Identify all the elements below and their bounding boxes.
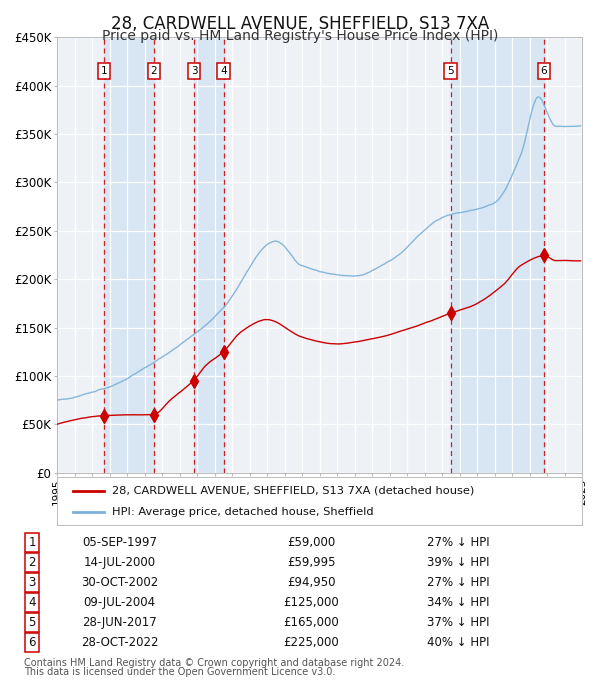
Text: 27% ↓ HPI: 27% ↓ HPI: [427, 576, 489, 589]
Text: 6: 6: [541, 66, 547, 76]
Text: £94,950: £94,950: [287, 576, 335, 589]
Text: 09-JUL-2004: 09-JUL-2004: [83, 596, 155, 609]
Text: 27% ↓ HPI: 27% ↓ HPI: [427, 536, 489, 549]
Text: 5: 5: [448, 66, 454, 76]
Text: 28, CARDWELL AVENUE, SHEFFIELD, S13 7XA: 28, CARDWELL AVENUE, SHEFFIELD, S13 7XA: [111, 15, 489, 33]
Text: 28-OCT-2022: 28-OCT-2022: [81, 636, 158, 649]
Text: 30-OCT-2002: 30-OCT-2002: [81, 576, 158, 589]
Text: £125,000: £125,000: [283, 596, 339, 609]
Text: 14-JUL-2000: 14-JUL-2000: [83, 556, 155, 568]
Text: £225,000: £225,000: [283, 636, 339, 649]
Text: 5: 5: [28, 616, 36, 629]
Text: 39% ↓ HPI: 39% ↓ HPI: [427, 556, 489, 568]
Text: 3: 3: [28, 576, 36, 589]
Text: 28, CARDWELL AVENUE, SHEFFIELD, S13 7XA (detached house): 28, CARDWELL AVENUE, SHEFFIELD, S13 7XA …: [112, 486, 475, 496]
Bar: [451, 37, 544, 473]
Text: 28-JUN-2017: 28-JUN-2017: [82, 616, 157, 629]
Text: £59,995: £59,995: [287, 556, 335, 568]
Text: 1: 1: [28, 536, 36, 549]
Text: 37% ↓ HPI: 37% ↓ HPI: [427, 616, 489, 629]
Text: HPI: Average price, detached house, Sheffield: HPI: Average price, detached house, Shef…: [112, 507, 374, 517]
Text: This data is licensed under the Open Government Licence v3.0.: This data is licensed under the Open Gov…: [24, 667, 335, 677]
Text: Contains HM Land Registry data © Crown copyright and database right 2024.: Contains HM Land Registry data © Crown c…: [24, 658, 404, 668]
Text: Price paid vs. HM Land Registry's House Price Index (HPI): Price paid vs. HM Land Registry's House …: [102, 29, 498, 43]
Text: 4: 4: [220, 66, 227, 76]
Text: 40% ↓ HPI: 40% ↓ HPI: [427, 636, 489, 649]
Text: 2: 2: [28, 556, 36, 568]
Text: 3: 3: [191, 66, 197, 76]
Text: 6: 6: [28, 636, 36, 649]
Text: 2: 2: [151, 66, 157, 76]
Text: £59,000: £59,000: [287, 536, 335, 549]
Text: 4: 4: [28, 596, 36, 609]
Bar: [194, 37, 224, 473]
Text: 05-SEP-1997: 05-SEP-1997: [82, 536, 157, 549]
Text: 34% ↓ HPI: 34% ↓ HPI: [427, 596, 489, 609]
Bar: [104, 37, 154, 473]
Text: 1: 1: [100, 66, 107, 76]
Text: £165,000: £165,000: [283, 616, 339, 629]
